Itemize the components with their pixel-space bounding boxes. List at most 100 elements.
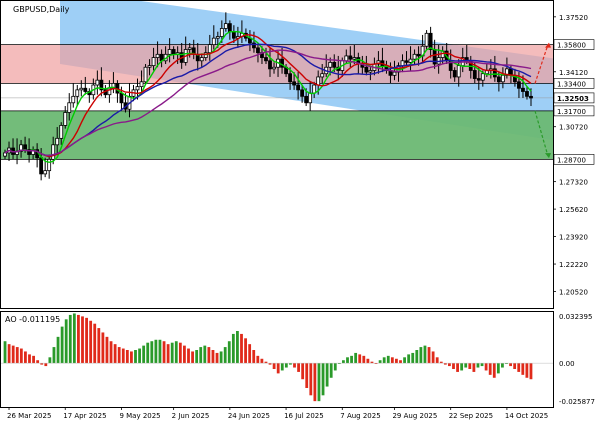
ao-bar — [158, 339, 162, 364]
time-tick-label: 29 Aug 2025 — [392, 412, 437, 420]
candle-body — [147, 65, 152, 68]
ao-bar — [464, 363, 468, 368]
arrow-head-down — [544, 153, 551, 159]
ao-tick-label: -0.025877 — [559, 398, 595, 406]
ao-bar — [101, 332, 105, 364]
price-panel[interactable] — [1, 0, 553, 181]
candle-body — [476, 78, 481, 81]
candle-body — [199, 57, 204, 62]
candle-body — [416, 53, 421, 57]
ao-bar — [138, 348, 141, 364]
ao-histogram — [1, 313, 553, 402]
ao-bar — [60, 326, 64, 364]
ao-bar — [81, 316, 84, 364]
price-level-label: 1.32503 — [557, 95, 589, 103]
time-tick-label: 7 Aug 2025 — [340, 412, 380, 420]
ao-bar — [517, 363, 521, 372]
candle-body — [135, 86, 140, 91]
price-tick-label: 1.30720 — [559, 124, 588, 132]
candle-body — [364, 66, 369, 73]
price-tick-label: 1.25620 — [559, 206, 588, 214]
ao-bar — [162, 341, 166, 364]
ao-axis[interactable]: 0.032395 0.00 -0.025877 — [559, 313, 595, 406]
candle-body — [71, 95, 76, 104]
ma-line-mid — [4, 34, 532, 158]
candle-body — [428, 32, 433, 50]
ma-line-fast — [4, 31, 532, 164]
candle-body — [39, 157, 44, 175]
ao-bar — [68, 314, 72, 364]
ao-bar — [435, 357, 439, 364]
price-tick-label: 1.23920 — [559, 234, 588, 242]
ao-bar — [130, 351, 133, 364]
candle-body — [215, 36, 220, 39]
ao-bar — [113, 344, 117, 364]
time-tick-label: 9 May 2025 — [119, 412, 160, 420]
ao-bar — [395, 358, 398, 364]
ao-bar — [56, 336, 60, 364]
ao-bar — [24, 351, 27, 364]
candle-body — [288, 73, 292, 83]
ao-bar — [509, 363, 512, 367]
time-tick-label: 17 Apr 2025 — [63, 412, 106, 420]
candle-body — [529, 95, 533, 99]
candle-body — [392, 71, 397, 76]
price-tick-label: 1.22220 — [559, 261, 588, 269]
candle-body — [412, 53, 417, 60]
ao-bar — [268, 363, 272, 365]
ao-bar — [370, 361, 374, 364]
ao-bar — [301, 363, 305, 380]
arrow-head-up — [544, 42, 551, 48]
ao-bar — [93, 323, 97, 364]
candle-body — [424, 32, 429, 47]
ao-bar — [154, 339, 158, 364]
ao-bar — [513, 363, 517, 369]
ao-bar — [472, 363, 476, 372]
ao-bar — [52, 347, 56, 364]
ao-bar — [362, 355, 366, 364]
candle-body — [43, 170, 48, 175]
ao-bar — [325, 363, 329, 387]
candle-body — [272, 66, 276, 70]
candle-body — [492, 68, 497, 78]
price-axis[interactable]: 1.37520 1.34120 1.30720 1.27320 1.25620 1.239… — [553, 14, 595, 297]
ao-tick-label: 0.00 — [559, 360, 575, 368]
ao-bar — [366, 358, 370, 364]
ao-bar — [342, 360, 345, 364]
ao-bar — [419, 347, 423, 364]
time-axis[interactable]: 26 Mar 2025 17 Apr 2025 9 May 2025 2 Jun 20… — [7, 407, 548, 420]
candle-body — [231, 31, 236, 39]
candle-body — [352, 57, 357, 60]
ao-bar — [529, 363, 533, 380]
candle-body — [252, 42, 256, 49]
candle-body — [119, 92, 124, 104]
ao-bar — [423, 345, 427, 364]
ao-bar — [183, 345, 186, 364]
time-tick-label: 16 Jul 2025 — [284, 412, 324, 420]
candle-body — [47, 158, 52, 172]
ao-panel[interactable] — [1, 313, 553, 402]
ao-title: AO -0.011195 — [5, 315, 60, 324]
ao-bar — [187, 348, 190, 364]
price-level-box — [553, 154, 595, 165]
ao-bar — [346, 357, 349, 364]
ao-bar — [264, 361, 268, 364]
ao-bar — [415, 350, 419, 364]
candle-body — [376, 60, 381, 65]
candle-body — [3, 152, 7, 157]
ao-bar — [252, 350, 256, 364]
candle-body — [304, 95, 309, 104]
ao-bar — [521, 363, 525, 375]
ao-bar — [378, 360, 382, 364]
ao-bar — [382, 357, 386, 364]
ao-bar — [244, 338, 247, 364]
ao-bar — [284, 363, 288, 368]
candle-body — [368, 70, 373, 73]
time-tick-label: 24 Jun 2025 — [228, 412, 270, 420]
candle-body — [525, 91, 529, 97]
ao-bar — [215, 352, 219, 364]
ma-line-slow — [4, 43, 532, 157]
candle-body — [63, 112, 68, 126]
candle-body — [496, 76, 501, 83]
